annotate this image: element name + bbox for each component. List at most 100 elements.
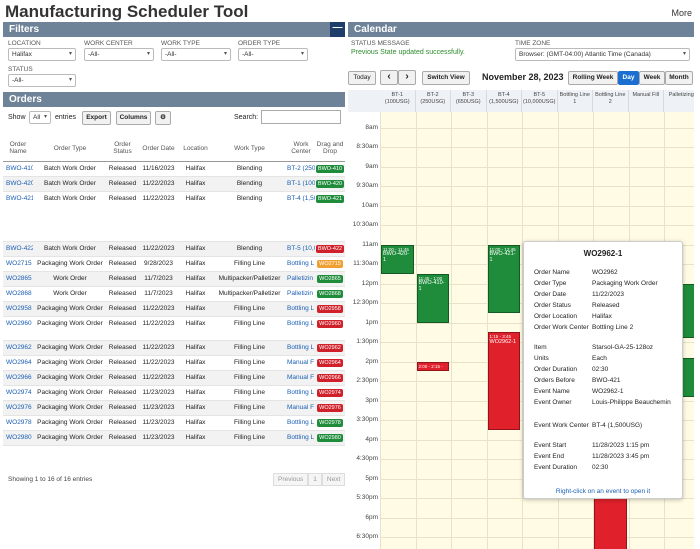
cell-name[interactable]: WO2980: [3, 430, 33, 446]
column-header[interactable]: Order Date: [138, 136, 179, 162]
table-row[interactable]: BWO-422 Batch Work Order Released 11/22/202…: [3, 241, 345, 257]
drag-badge[interactable]: WO2962: [317, 343, 343, 352]
drag-badge[interactable]: BWO-421: [315, 194, 345, 203]
table-row[interactable]: WO2865 Work Order Released 11/7/2023 Halifax…: [3, 271, 345, 287]
cell-name[interactable]: WO2976: [3, 400, 33, 416]
calendar-event[interactable]: 11:45 - 1:00 BWO-410-1: [416, 273, 449, 323]
drag-badge[interactable]: WO2966: [317, 373, 343, 382]
cell-wc[interactable]: Palletizin: [287, 286, 315, 302]
switch-view-button[interactable]: Switch View: [422, 71, 470, 85]
table-row[interactable]: WO2978 Packaging Work Order Released 11/23/…: [3, 415, 345, 431]
search-input[interactable]: [261, 110, 341, 124]
cell-wc[interactable]: Bottling L: [287, 385, 315, 401]
drag-badge[interactable]: WO2715: [317, 259, 343, 268]
next-page-button[interactable]: Next: [321, 473, 346, 486]
table-row[interactable]: WO2715 Packaging Work Order Released 9/28/2…: [3, 256, 345, 272]
cell-wc[interactable]: Bottling L: [287, 256, 315, 272]
drag-badge[interactable]: WO2960: [317, 319, 343, 328]
order-type-select[interactable]: -All- ▾: [238, 48, 308, 61]
status-select[interactable]: -All- ▾: [8, 74, 76, 87]
cell-name[interactable]: BWO-410: [3, 161, 33, 177]
cell-wc[interactable]: BT-1 (100: [287, 176, 315, 192]
drag-badge[interactable]: WO2958: [317, 304, 343, 313]
table-row[interactable]: WO2964 Packaging Work Order Released 11/22/…: [3, 355, 345, 371]
drag-badge[interactable]: WO2980: [317, 433, 343, 442]
table-row[interactable]: BWO-410 Batch Work Order Released 11/16/202…: [3, 161, 345, 177]
cell-name[interactable]: WO2868: [3, 286, 33, 302]
rolling-week-button[interactable]: Rolling Week: [568, 71, 618, 85]
drag-badge[interactable]: WO2865: [317, 274, 343, 283]
columns-button[interactable]: Columns: [116, 111, 151, 125]
table-row[interactable]: WO2976 Packaging Work Order Released 11/23/…: [3, 400, 345, 416]
column-header[interactable]: Work Type: [212, 136, 287, 162]
next-day-button[interactable]: ›: [398, 70, 416, 85]
cell-wc[interactable]: Bottling L: [287, 301, 315, 317]
cell-name[interactable]: WO2715: [3, 256, 33, 272]
cell-name[interactable]: WO2974: [3, 385, 33, 401]
table-row[interactable]: WO2960 Packaging Work Order Released 11/22/…: [3, 316, 345, 341]
table-row[interactable]: BWO-421 Batch Work Order Released 11/22/202…: [3, 191, 345, 242]
column-header[interactable]: Order Type: [33, 136, 107, 162]
entries-select[interactable]: All ▾: [29, 111, 51, 124]
drag-badge[interactable]: WO2976: [317, 403, 343, 412]
cell-name[interactable]: BWO-420: [3, 176, 33, 192]
location-select[interactable]: Halifax ▾: [8, 48, 76, 61]
cell-wc[interactable]: Manual F: [287, 355, 315, 371]
month-view-button[interactable]: Month: [665, 71, 693, 85]
table-row[interactable]: BWO-420 Batch Work Order Released 11/22/202…: [3, 176, 345, 192]
cell-name[interactable]: BWO-421: [3, 191, 33, 242]
cell-wc[interactable]: Bottling L: [287, 415, 315, 431]
calendar-event[interactable]: [594, 498, 627, 549]
table-row[interactable]: WO2962 Packaging Work Order Released 11/22/…: [3, 340, 345, 356]
cell-name[interactable]: BWO-422: [3, 241, 33, 257]
calendar-event[interactable]: 11:00 - 11:45 BWO-420-1: [381, 244, 414, 274]
today-button[interactable]: Today: [348, 71, 376, 85]
prev-day-button[interactable]: ‹: [380, 70, 398, 85]
collapse-button[interactable]: —: [330, 22, 345, 37]
cell-name[interactable]: WO2960: [3, 316, 33, 341]
column-header[interactable]: Location: [179, 136, 212, 162]
drag-badge[interactable]: WO2964: [317, 358, 343, 367]
previous-page-button[interactable]: Previous: [273, 473, 309, 486]
work-center-select[interactable]: -All- ▾: [84, 48, 154, 61]
work-type-select[interactable]: -All- ▾: [161, 48, 231, 61]
drag-badge[interactable]: BWO-410: [315, 164, 345, 173]
table-row[interactable]: WO2958 Packaging Work Order Released 11/22/…: [3, 301, 345, 317]
export-button[interactable]: Export: [82, 111, 111, 125]
calendar-event[interactable]: 11:00 - 12:45 BWO-421-1: [487, 244, 520, 313]
table-row[interactable]: WO2980 Packaging Work Order Released 11/23/…: [3, 430, 345, 446]
table-row[interactable]: WO2974 Packaging Work Order Released 11/23/…: [3, 385, 345, 401]
column-header[interactable]: Drag and Drop: [315, 136, 345, 162]
drag-badge[interactable]: WO2974: [317, 388, 343, 397]
drag-badge[interactable]: BWO-422: [315, 244, 345, 253]
cell-name[interactable]: WO2958: [3, 301, 33, 317]
cell-wc[interactable]: BT-5 (10,0: [287, 241, 315, 257]
cell-wc[interactable]: Palletizin: [287, 271, 315, 287]
drag-badge[interactable]: WO2868: [317, 289, 343, 298]
column-header[interactable]: Order Name: [3, 136, 33, 162]
calendar-event[interactable]: 1:15 - 3:45 WO2962-1: [487, 332, 520, 430]
calendar-event[interactable]: 2:00 - 2:15 - W: [416, 361, 449, 372]
cell-wc[interactable]: Manual F: [287, 370, 315, 386]
drag-badge[interactable]: WO2978: [317, 418, 343, 427]
drag-badge[interactable]: BWO-420: [315, 179, 345, 188]
week-view-button[interactable]: Week: [639, 71, 665, 85]
cell-name[interactable]: WO2865: [3, 271, 33, 287]
cell-wc[interactable]: Bottling L: [287, 316, 315, 341]
cell-name[interactable]: WO2978: [3, 415, 33, 431]
cell-wc[interactable]: Manual F: [287, 400, 315, 416]
table-row[interactable]: WO2868 Work Order Released 11/7/2023 Halifax…: [3, 286, 345, 302]
cell-wc[interactable]: BT-4 (1,50: [287, 191, 315, 242]
time-zone-select[interactable]: Browser: (GMT-04:00) Atlantic Time (Cana…: [515, 48, 690, 61]
cell-name[interactable]: WO2966: [3, 370, 33, 386]
more-menu[interactable]: More: [671, 8, 692, 18]
table-row[interactable]: WO2966 Packaging Work Order Released 11/22/…: [3, 370, 345, 386]
gear-button[interactable]: ⚙: [155, 111, 171, 125]
cell-wc[interactable]: BT-2 (250: [287, 161, 315, 177]
column-header[interactable]: Order Status: [107, 136, 138, 162]
page-1-button[interactable]: 1: [308, 473, 322, 486]
cell-name[interactable]: WO2962: [3, 340, 33, 356]
cell-name[interactable]: WO2964: [3, 355, 33, 371]
cell-wc[interactable]: Bottling L: [287, 430, 315, 446]
column-header[interactable]: Work Center: [287, 136, 315, 162]
